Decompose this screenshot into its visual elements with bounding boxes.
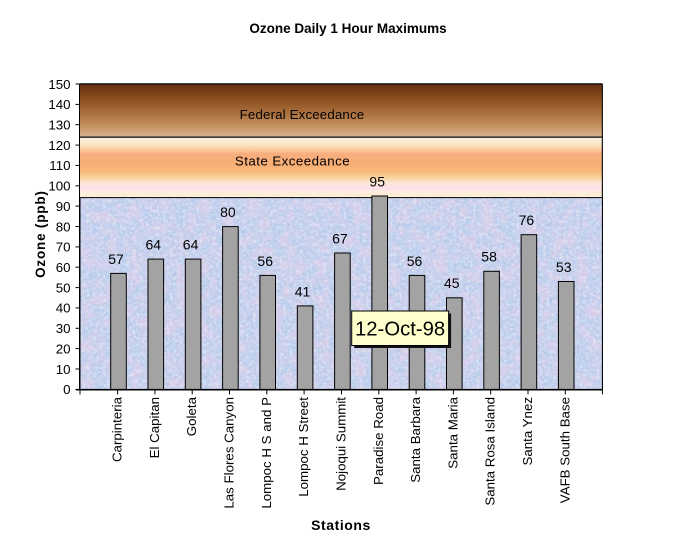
svg-text:Santa Rosa Island: Santa Rosa Island [483, 397, 498, 506]
svg-text:Paradise Road: Paradise Road [371, 397, 386, 485]
svg-text:56: 56 [257, 253, 273, 269]
svg-text:110: 110 [49, 158, 70, 173]
svg-text:30: 30 [56, 321, 71, 336]
svg-text:Carpinteria: Carpinteria [110, 396, 125, 462]
svg-text:Santa Ynez: Santa Ynez [520, 397, 535, 466]
svg-text:50: 50 [56, 280, 71, 295]
svg-text:Federal Exceedance: Federal Exceedance [240, 107, 365, 122]
svg-text:Santa Barbara: Santa Barbara [408, 396, 423, 482]
svg-text:State Exceedance: State Exceedance [235, 154, 350, 169]
svg-text:45: 45 [444, 275, 460, 291]
svg-text:57: 57 [108, 251, 124, 267]
svg-text:90: 90 [56, 199, 71, 214]
svg-text:VAFB South Base: VAFB South Base [557, 397, 572, 503]
svg-text:95: 95 [369, 173, 385, 189]
svg-text:Santa Maria: Santa Maria [445, 396, 460, 468]
svg-text:40: 40 [56, 301, 71, 316]
svg-text:56: 56 [407, 253, 423, 269]
svg-text:Stations: Stations [311, 517, 371, 533]
svg-text:58: 58 [481, 249, 497, 265]
svg-text:Las Flores Canyon: Las Flores Canyon [222, 397, 237, 509]
svg-text:Nojoqui Summit: Nojoqui Summit [334, 397, 349, 491]
svg-text:10: 10 [56, 362, 71, 377]
svg-text:140: 140 [48, 97, 70, 112]
svg-text:Lompoc H S and P: Lompoc H S and P [259, 397, 274, 509]
svg-text:70: 70 [56, 240, 71, 255]
svg-text:El Capitan: El Capitan [147, 397, 162, 458]
svg-text:41: 41 [295, 283, 311, 299]
svg-text:60: 60 [56, 260, 71, 275]
svg-text:Ozone Daily 1 Hour Maximums: Ozone Daily 1 Hour Maximums [249, 21, 446, 36]
svg-text:Lompoc H Street: Lompoc H Street [296, 397, 311, 497]
svg-text:150: 150 [48, 77, 70, 92]
svg-text:53: 53 [556, 259, 572, 275]
svg-text:Goleta: Goleta [184, 396, 199, 436]
svg-text:120: 120 [48, 138, 70, 153]
svg-text:20: 20 [56, 341, 71, 356]
svg-text:64: 64 [146, 237, 162, 253]
svg-text:80: 80 [56, 219, 71, 234]
svg-text:76: 76 [519, 212, 535, 228]
svg-text:0: 0 [63, 382, 70, 397]
svg-text:12-Oct-98: 12-Oct-98 [355, 319, 445, 341]
svg-text:100: 100 [48, 179, 70, 194]
svg-text:64: 64 [183, 237, 199, 253]
svg-text:130: 130 [48, 118, 70, 133]
svg-text:67: 67 [332, 230, 348, 246]
svg-text:80: 80 [220, 204, 236, 220]
svg-text:Ozone (ppb): Ozone (ppb) [33, 190, 48, 278]
